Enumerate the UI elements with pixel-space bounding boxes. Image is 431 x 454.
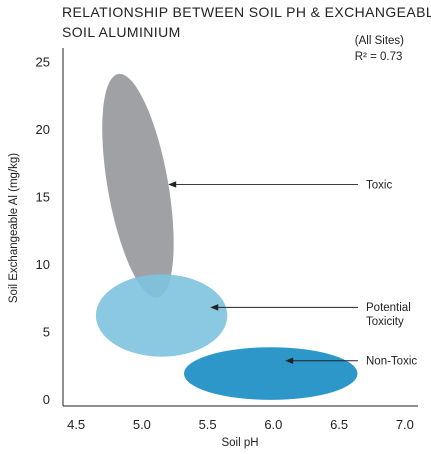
x-tick-label: 5.5 — [199, 417, 217, 432]
tick-layer: 4.5 5.0 5.5 6.0 6.5 7.0 0 5 10 15 20 25 — [36, 55, 414, 432]
x-axis-label: Soil pH — [221, 437, 258, 449]
y-tick-label: 25 — [36, 55, 50, 70]
annotation-label-potential: Potential — [366, 302, 411, 314]
note-all-sites: (All Sites) — [354, 35, 404, 47]
region-layer — [95, 73, 358, 400]
x-tick-label: 6.0 — [264, 417, 282, 432]
annotation-label-toxicity: Toxicity — [366, 316, 404, 328]
chart-note: (All Sites) R² = 0.73 — [355, 33, 404, 65]
annotation-label-toxic: Toxic — [366, 179, 392, 191]
x-tick-label: 5.0 — [133, 417, 151, 432]
x-tick-label: 7.0 — [396, 417, 414, 432]
region-potential-toxicity — [95, 274, 228, 357]
y-tick-label: 5 — [43, 325, 50, 340]
y-axis-label: Soil Exchangeable Al (mg/kg) — [8, 153, 20, 303]
y-tick-label: 0 — [43, 392, 50, 407]
y-tick-label: 10 — [36, 257, 50, 272]
note-r-squared: R² = 0.73 — [354, 51, 403, 63]
region-non-toxic — [183, 347, 358, 400]
chart-title-line-2: SOIL ALUMINIUM — [62, 24, 181, 40]
chart-title: RELATIONSHIP BETWEEN SOIL PH & EXCHANGEA… — [62, 2, 431, 42]
annotation-arrowhead — [285, 357, 294, 364]
annotation-arrowhead — [210, 304, 219, 311]
annotation-arrowhead — [168, 181, 177, 188]
axes-layer — [62, 48, 418, 407]
y-tick-label: 20 — [36, 122, 50, 137]
annotation-label-non-toxic: Non-Toxic — [366, 356, 417, 368]
x-tick-label: 4.5 — [67, 417, 85, 432]
annotation-layer: Toxic Potential Toxicity Non-Toxic — [168, 179, 417, 368]
y-tick-label: 15 — [36, 190, 50, 205]
x-tick-label: 6.5 — [330, 417, 348, 432]
chart-title-line-1: RELATIONSHIP BETWEEN SOIL PH & EXCHANGEA… — [62, 4, 431, 20]
region-toxic — [102, 73, 174, 298]
